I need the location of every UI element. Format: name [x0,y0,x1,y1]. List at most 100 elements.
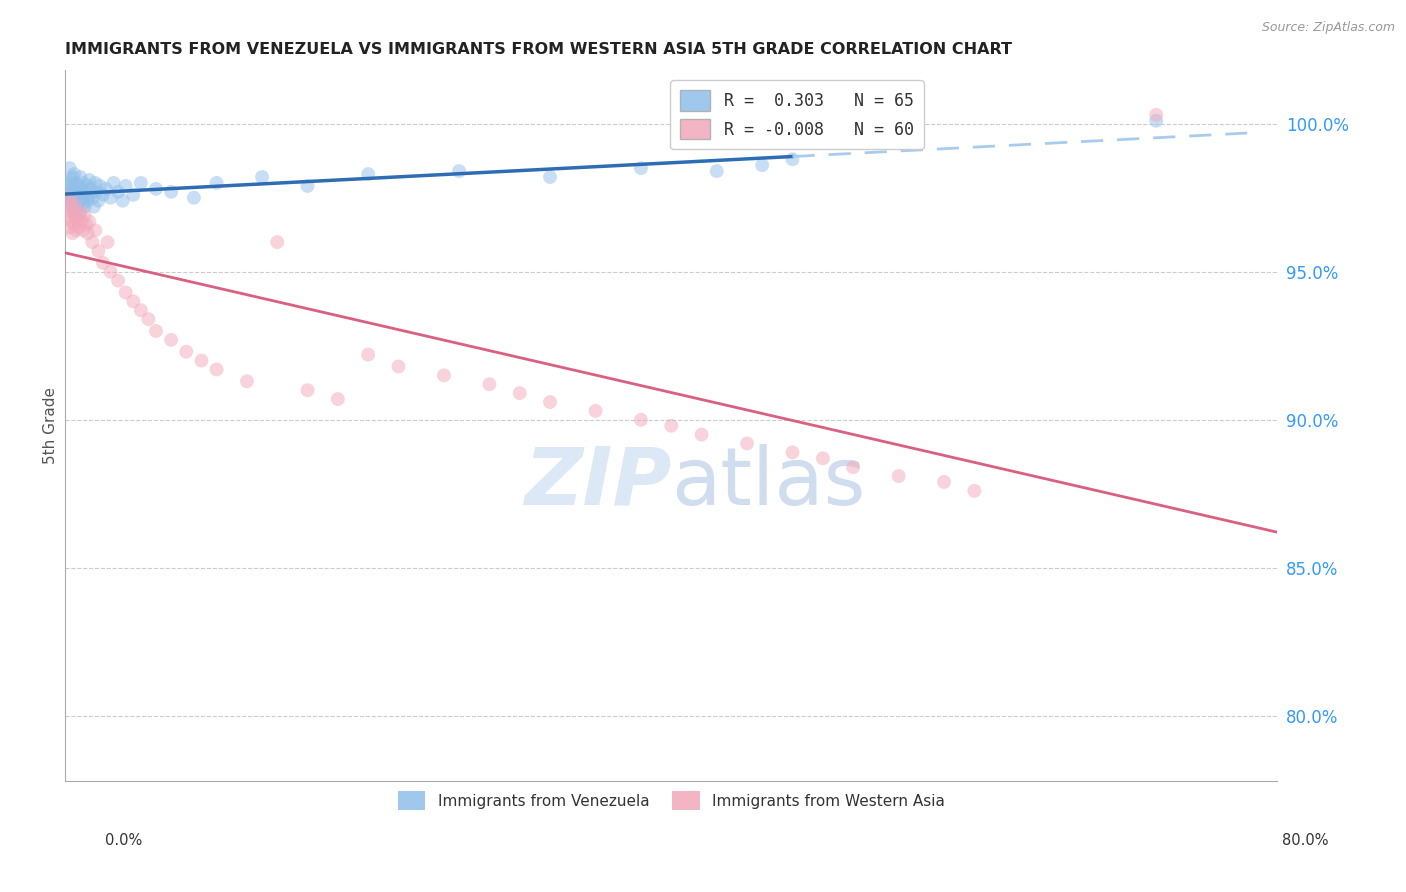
Point [250,169,273,184]
Point [735,436,758,450]
Point [67,178,90,193]
Point [842,460,865,475]
Point [236,374,259,388]
Point [56,187,79,202]
Point [72,196,94,211]
Point [60,214,83,228]
Point [190,353,212,368]
Point [65,200,87,214]
Point [297,383,319,397]
Point [59,196,82,211]
Point [73,209,96,223]
Point [96,235,118,249]
Point [56,176,79,190]
Point [114,178,136,193]
Point [70,182,93,196]
Point [114,285,136,300]
Point [59,178,82,193]
Point [122,187,145,202]
Point [107,274,129,288]
Point [782,153,804,167]
Point [585,404,607,418]
Point [63,218,86,232]
Text: ZIP: ZIP [524,443,671,522]
Point [69,205,91,219]
Point [65,176,87,190]
Point [70,214,93,228]
Point [205,176,228,190]
Point [122,294,145,309]
Point [111,194,134,208]
Legend: Immigrants from Venezuela, Immigrants from Western Asia: Immigrants from Venezuela, Immigrants fr… [392,785,950,816]
Point [60,191,83,205]
Point [357,167,380,181]
Point [100,191,122,205]
Point [72,223,94,237]
Point [659,418,682,433]
Point [66,200,89,214]
Point [478,377,501,392]
Point [706,164,728,178]
Point [60,194,83,208]
Point [326,392,349,406]
Point [266,235,288,249]
Point [73,185,96,199]
Point [84,223,107,237]
Point [63,209,86,223]
Point [183,191,205,205]
Point [538,169,561,184]
Point [129,176,152,190]
Point [1144,113,1167,128]
Point [387,359,409,374]
Point [449,164,471,178]
Point [932,475,955,489]
Point [811,451,834,466]
Point [887,469,910,483]
Point [357,348,380,362]
Point [60,185,83,199]
Point [70,191,93,205]
Point [66,211,89,226]
Point [56,211,79,226]
Text: 80.0%: 80.0% [1282,833,1329,847]
Point [65,211,87,226]
Point [630,413,652,427]
Point [129,303,152,318]
Point [86,185,108,199]
Point [55,202,77,217]
Point [84,176,107,190]
Point [72,176,94,190]
Point [205,362,228,376]
Point [80,182,103,196]
Point [75,191,97,205]
Point [75,218,97,232]
Point [56,191,79,205]
Point [59,200,82,214]
Point [103,176,125,190]
Point [160,185,183,199]
Point [87,244,110,258]
Point [433,368,456,383]
Point [55,194,77,208]
Point [59,220,82,235]
Point [63,167,86,181]
Point [89,178,111,193]
Point [538,395,561,409]
Point [62,187,84,202]
Point [65,191,87,205]
Point [160,333,183,347]
Point [138,312,160,326]
Point [76,227,98,241]
Y-axis label: 5th Grade: 5th Grade [44,387,58,464]
Point [76,194,98,208]
Point [91,256,114,270]
Text: Source: ZipAtlas.com: Source: ZipAtlas.com [1261,21,1395,34]
Point [69,169,91,184]
Point [107,185,129,199]
Point [67,187,90,202]
Point [509,386,531,401]
Point [87,194,110,208]
Point [82,235,104,249]
Point [62,169,84,184]
Point [79,173,101,187]
